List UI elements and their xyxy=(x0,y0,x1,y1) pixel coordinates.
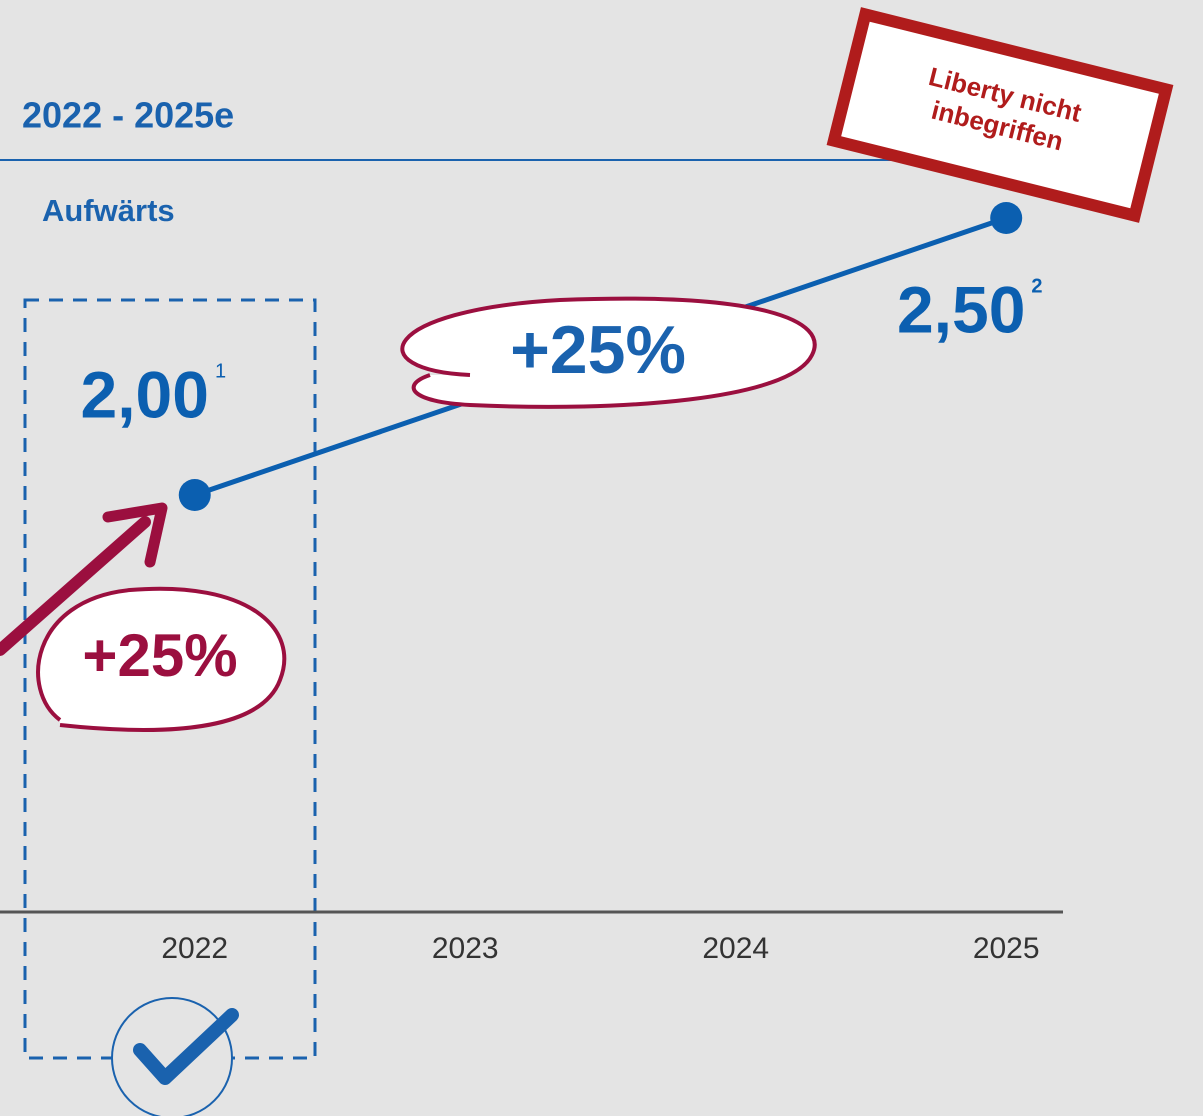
annotation-text: +25% xyxy=(82,622,237,689)
x-tick-label: 2024 xyxy=(702,932,769,965)
x-tick-label: 2023 xyxy=(432,932,499,965)
annotation-small: +25% xyxy=(38,589,284,730)
point xyxy=(990,202,1022,234)
value-label: 2,50 xyxy=(897,272,1025,346)
annotation-text: +25% xyxy=(510,312,686,388)
subtitle: Aufwärts xyxy=(42,193,175,228)
footnote-mark: 2 xyxy=(1031,275,1042,297)
point xyxy=(179,479,211,511)
stamp: Liberty nicht inbegriffen xyxy=(834,14,1166,215)
chart-title: 2022 - 2025e xyxy=(22,95,234,136)
annotation-large: +25% xyxy=(402,299,814,407)
footnote-mark: 1 xyxy=(215,360,226,382)
chart: 2022 - 2025e Aufwärts +25% +25% Liberty … xyxy=(0,0,1203,1116)
x-tick-label: 2025 xyxy=(973,932,1040,965)
x-tick-label: 2022 xyxy=(161,932,228,965)
value-label: 2,00 xyxy=(81,357,209,431)
check-icon xyxy=(112,998,232,1116)
check-circle xyxy=(112,998,232,1116)
